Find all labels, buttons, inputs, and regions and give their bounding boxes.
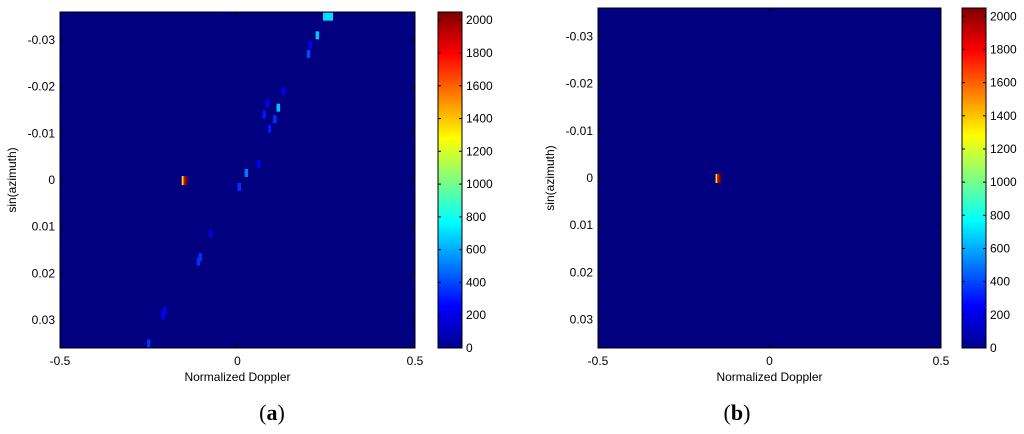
heatmap-background <box>598 8 941 348</box>
y-tick-label: -0.02 <box>566 77 594 91</box>
panel-label: (b) <box>724 400 751 425</box>
x-tick-label: -0.5 <box>50 354 71 368</box>
x-tick-label: 0.5 <box>407 354 424 368</box>
y-tick-label: 0.01 <box>32 220 56 234</box>
y-tick-label: 0 <box>586 171 593 185</box>
x-axis-label: Normalized Doppler <box>716 370 822 384</box>
heatmap-cell <box>147 339 151 348</box>
y-tick-label: 0.02 <box>570 265 594 279</box>
y-tick-label: -0.02 <box>28 80 56 94</box>
y-tick-label: 0.03 <box>32 313 56 327</box>
x-tick-label: -0.5 <box>588 354 609 368</box>
colorbar-tick-label: 1000 <box>990 175 1017 189</box>
heatmap-cell <box>161 311 165 320</box>
heatmap-cell <box>265 99 270 107</box>
colorbar-tick-label: 1400 <box>466 112 493 126</box>
colorbar-tick-label: 2000 <box>990 9 1017 23</box>
x-tick-label: 0 <box>234 354 241 368</box>
x-axis-label: Normalized Doppler <box>184 370 290 384</box>
colorbar <box>962 8 986 348</box>
colorbar-tick-label: 1600 <box>990 76 1017 90</box>
colorbar-tick-label: 1200 <box>466 144 493 158</box>
heatmap-cell <box>185 176 188 185</box>
colorbar-tick-label: 200 <box>466 308 486 322</box>
heatmap-cell <box>308 40 313 49</box>
y-tick-label: -0.01 <box>566 124 594 138</box>
colorbar-tick-label: 400 <box>466 275 486 289</box>
y-tick-label: 0.01 <box>570 218 594 232</box>
y-tick-label: 0.02 <box>32 266 56 280</box>
panel-b: -0.5 0 0.5 -0.03 -0.02 -0.01 0 0.01 0.02 0.03 Norm… <box>543 7 1017 425</box>
heatmap-cell <box>196 257 201 266</box>
heatmap-cell <box>281 87 286 96</box>
heatmap-background <box>60 12 415 348</box>
heatmap-cell <box>306 50 311 58</box>
heatmap-cell <box>244 169 249 177</box>
y-tick-label: -0.01 <box>28 126 56 140</box>
heatmap-cell <box>715 174 718 183</box>
heatmap-cell <box>719 174 721 183</box>
heatmap-cell <box>257 159 261 168</box>
heatmap-cell <box>276 103 281 112</box>
colorbar-tick-label: 800 <box>990 208 1010 222</box>
colorbar <box>438 12 462 348</box>
colorbar-tick-label: 2000 <box>466 13 493 27</box>
colorbar-tick-label: 1000 <box>466 177 493 191</box>
x-tick-label: 0 <box>766 354 773 368</box>
y-tick-label: 0 <box>48 173 55 187</box>
colorbar-tick-label: 1600 <box>466 79 493 93</box>
heatmap-cell <box>162 306 167 315</box>
colorbar-tick-label: 0 <box>466 341 473 355</box>
heatmap-cell <box>198 253 202 261</box>
heatmap-cell <box>183 176 186 185</box>
colorbar-tick-label: 800 <box>466 210 486 224</box>
x-tick-label: 0.5 <box>933 354 950 368</box>
heatmap-cell <box>181 176 184 185</box>
colorbar-tick-label: 1400 <box>990 109 1017 123</box>
colorbar-tick-label: 1200 <box>990 142 1017 156</box>
colorbar-frame <box>437 11 463 349</box>
colorbar-tick-label: 1800 <box>466 46 493 60</box>
heatmap-cell <box>267 124 272 133</box>
colorbar-tick-label: 600 <box>990 241 1010 255</box>
colorbar-tick-label: 600 <box>466 243 486 257</box>
heatmap-cell <box>209 229 213 238</box>
heatmap-cell <box>237 183 242 191</box>
y-tick-label: -0.03 <box>566 29 594 43</box>
colorbar-tick-label: 400 <box>990 275 1010 289</box>
y-axis-label: sin(azimuth) <box>5 147 19 212</box>
heatmap-cell <box>717 174 720 183</box>
y-axis-label: sin(azimuth) <box>543 145 557 210</box>
panel-a: -0.5 0 0.5 -0.03 -0.02 -0.01 0 0.01 0.02 0.03 Norm… <box>5 11 493 425</box>
heatmap-cell <box>315 31 320 40</box>
colorbar-frame <box>961 7 987 349</box>
heatmap-cell <box>262 110 266 119</box>
colorbar-tick-label: 0 <box>990 341 997 355</box>
colorbar-tick-label: 200 <box>990 308 1010 322</box>
colorbar-tick-label: 1800 <box>990 42 1017 56</box>
panel-label: (a) <box>259 400 285 425</box>
y-tick-label: -0.03 <box>28 33 56 47</box>
y-tick-label: 0.03 <box>570 313 594 327</box>
heatmap-cell <box>273 115 277 124</box>
heatmap-cell <box>323 12 334 21</box>
